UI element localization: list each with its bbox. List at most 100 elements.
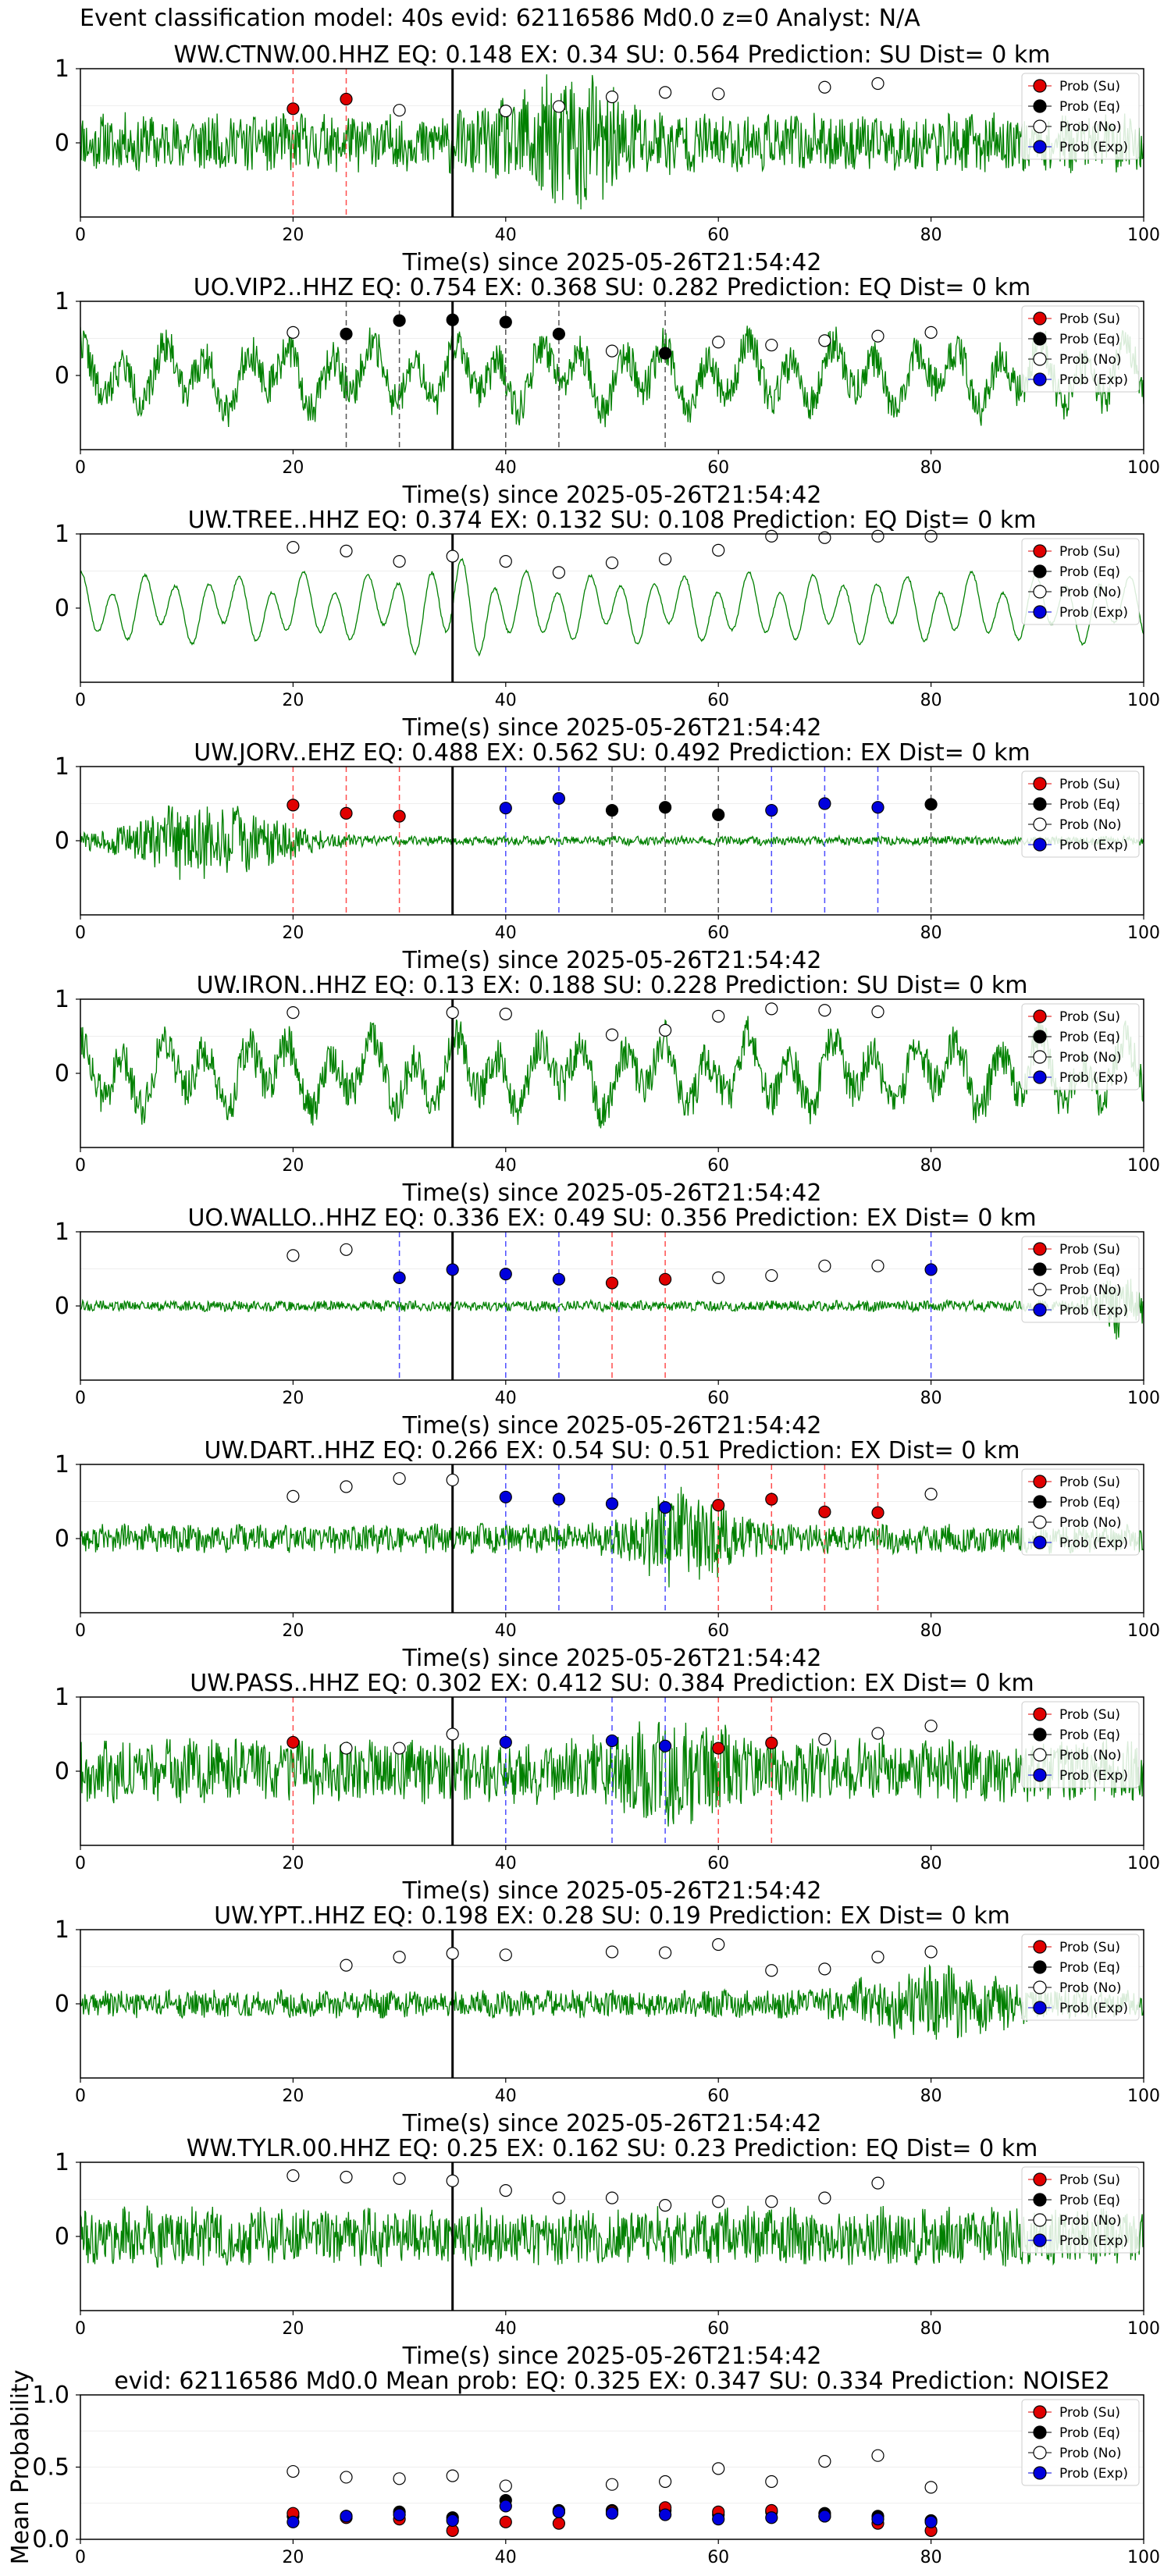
legend-label-exp: Prob (Exp) (1059, 372, 1128, 388)
marker-no (605, 2191, 619, 2204)
legend-marker-su (1033, 544, 1047, 558)
marker-exp (605, 1734, 619, 1748)
legend-label-no: Prob (No) (1059, 1980, 1122, 1996)
x-tick-label: 20 (282, 1156, 304, 1176)
marker-no (818, 1962, 831, 1976)
x-tick-label: 80 (920, 1854, 942, 1873)
marker-no (287, 540, 300, 554)
marker-exp (658, 1739, 672, 1752)
marker-exp (552, 1493, 566, 1506)
x-tick-label: 40 (495, 226, 517, 245)
legend-marker-no (1033, 1515, 1047, 1529)
marker-exp (552, 1272, 566, 1286)
marker-no (499, 105, 512, 118)
marker-no (765, 2195, 778, 2208)
legend-label-su: Prob (Su) (1059, 777, 1120, 792)
legend-marker-eq (1033, 1030, 1047, 1044)
x-tick-label: 100 (1127, 1389, 1160, 1408)
legend-marker-no (1033, 1748, 1047, 1762)
y-tick-label: 0 (55, 1991, 69, 2018)
panel-title: UW.IRON..HHZ EQ: 0.13 EX: 0.188 SU: 0.22… (197, 972, 1028, 999)
legend-label-exp: Prob (Exp) (1059, 2466, 1128, 2482)
legend-label-no: Prob (No) (1059, 2446, 1122, 2461)
legend-label-su: Prob (Su) (1059, 1009, 1120, 1025)
y-tick-label: 0.5 (32, 2454, 69, 2482)
marker-no (605, 2478, 619, 2491)
marker-su (765, 1736, 778, 1749)
x-tick-label: 40 (495, 1621, 517, 1641)
y-tick-label: 0 (55, 1060, 69, 1087)
seismic-trace (80, 1721, 1144, 1827)
marker-no (446, 2469, 459, 2482)
marker-no (818, 1733, 831, 1746)
x-tick-label: 80 (920, 691, 942, 710)
marker-no (818, 2191, 831, 2204)
legend-marker-no (1033, 1283, 1047, 1297)
panel-title: evid: 62116586 Md0.0 Mean prob: EQ: 0.32… (114, 2368, 1110, 2395)
panel-1: WW.CTNW.00.HHZ EQ: 0.148 EX: 0.34 SU: 0.… (55, 41, 1160, 276)
y-tick-label: 1.0 (32, 2382, 69, 2409)
x-tick-label: 20 (282, 1389, 304, 1408)
marker-no (446, 1947, 459, 1960)
marker-no (393, 2472, 406, 2485)
y-tick-label: 0 (55, 2223, 69, 2250)
marker-no (552, 100, 566, 113)
legend-label-eq: Prob (Eq) (1059, 2193, 1120, 2208)
x-tick-label: 40 (495, 1854, 517, 1873)
legend-marker-su (1033, 2172, 1047, 2186)
x-tick-label: 20 (282, 2548, 304, 2567)
x-axis-label: Time(s) since 2025-05-26T21:54:42 (402, 947, 822, 974)
marker-exp (871, 2513, 884, 2526)
marker-su (499, 2515, 512, 2528)
panel-title: UW.YPT..HHZ EQ: 0.198 EX: 0.28 SU: 0.19 … (214, 1902, 1010, 1930)
marker-exp (287, 2515, 300, 2528)
legend-label-exp: Prob (Exp) (1059, 1535, 1128, 1551)
y-tick-label: 0 (55, 1525, 69, 1553)
legend-label-eq: Prob (Eq) (1059, 564, 1120, 580)
legend-label-no: Prob (No) (1059, 352, 1122, 368)
marker-no (871, 1259, 884, 1272)
legend-marker-no (1033, 2213, 1047, 2227)
legend-marker-no (1033, 1980, 1047, 1994)
marker-no (287, 2464, 300, 2478)
marker-no (658, 1023, 672, 1037)
marker-no (712, 87, 725, 101)
legend-box (1021, 2166, 1140, 2254)
marker-exp (446, 1263, 459, 1276)
x-axis-label: Time(s) since 2025-05-26T21:54:42 (402, 1877, 822, 1905)
marker-no (340, 544, 353, 557)
panel-title: WW.CTNW.00.HHZ EQ: 0.148 EX: 0.34 SU: 0.… (174, 41, 1051, 69)
marker-no (712, 1271, 725, 1285)
legend-marker-exp (1033, 838, 1047, 852)
marker-no (340, 1742, 353, 1755)
marker-no (446, 1473, 459, 1487)
x-tick-label: 0 (75, 2319, 86, 2339)
marker-no (871, 2449, 884, 2462)
seismic-trace (80, 1963, 1144, 2040)
marker-su (712, 1742, 725, 1755)
marker-eq (605, 803, 619, 817)
legend-box (1021, 2399, 1140, 2486)
x-axis-label: Time(s) since 2025-05-26T21:54:42 (402, 482, 822, 509)
marker-exp (765, 803, 778, 817)
marker-no (605, 1945, 619, 1959)
x-tick-label: 80 (920, 2087, 942, 2106)
x-tick-label: 0 (75, 1621, 86, 1641)
marker-no (818, 80, 831, 94)
x-tick-label: 60 (707, 923, 729, 943)
marker-no (340, 1959, 353, 1972)
legend-label-eq: Prob (Eq) (1059, 1495, 1120, 1510)
x-tick-label: 80 (920, 1389, 942, 1408)
y-tick-label: 1 (55, 55, 69, 83)
marker-no (712, 1937, 725, 1952)
panel-4: UW.JORV..EHZ EQ: 0.488 EX: 0.562 SU: 0.4… (55, 739, 1160, 974)
marker-no (924, 2481, 938, 2494)
legend-marker-no (1033, 817, 1047, 831)
legend-marker-no (1033, 2446, 1047, 2460)
legend-box (1021, 305, 1140, 393)
marker-eq (658, 801, 672, 814)
x-axis-label: Time(s) since 2025-05-26T21:54:42 (402, 1645, 822, 1672)
marker-no (871, 1005, 884, 1019)
x-tick-label: 100 (1127, 2548, 1160, 2567)
x-tick-label: 40 (495, 691, 517, 710)
